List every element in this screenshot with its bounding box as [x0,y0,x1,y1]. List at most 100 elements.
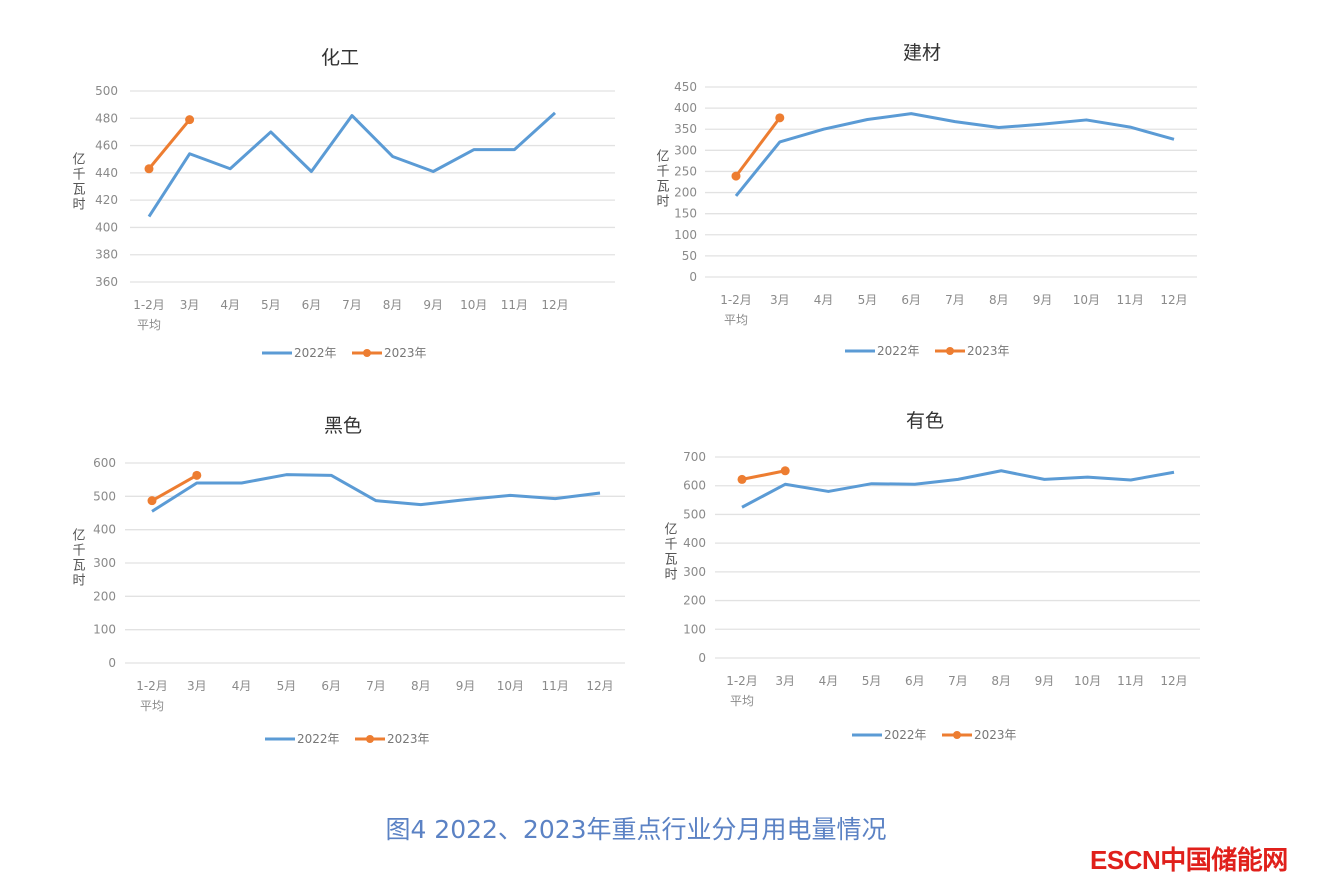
x-tick-label: 9月 [1035,674,1055,688]
x-tick-label: 7月 [948,674,968,688]
y-tick-label: 150 [674,207,697,221]
y-tick-label: 450 [674,80,697,94]
x-tick-label: 1-2月平均 [720,293,752,327]
y-tick-label: 300 [674,143,697,157]
x-tick-label: 6月 [302,298,322,312]
y-tick-label: 300 [683,565,706,579]
x-tick-label: 4月 [232,679,252,693]
legend-label: 2022年 [884,728,927,742]
x-tick-label: 8月 [989,293,1009,307]
y-axis-label: 亿千瓦时 [70,528,86,588]
legend-label: 2023年 [384,346,427,360]
y-tick-label: 600 [683,479,706,493]
x-tick-label: 1-2月平均 [726,674,758,708]
series-line-2022年 [147,111,557,218]
y-tick-label: 100 [93,623,116,637]
y-tick-label: 440 [95,166,118,180]
chart-title: 有色 [906,410,944,432]
data-point-2023 [737,474,747,484]
y-tick-label: 600 [93,456,116,470]
y-tick-label: 250 [674,164,697,178]
x-tick-label: 10月 [1073,293,1100,307]
y-tick-label: 200 [674,186,697,200]
x-tick-label: 9月 [423,298,443,312]
x-tick-label: 4月 [814,293,834,307]
x-tick-label: 5月 [277,679,297,693]
legend-label: 2022年 [294,346,337,360]
x-tick-label: 6月 [905,674,925,688]
y-tick-label: 400 [674,101,697,115]
series-line-2023年 [734,116,781,177]
x-tick-label: 3月 [180,298,200,312]
data-point-2023 [192,470,202,480]
x-tick-label: 5月 [862,674,882,688]
x-tick-label: 11月 [1117,674,1144,688]
y-axis-label: 亿千瓦时 [662,522,678,582]
chart-title: 黑色 [324,415,362,437]
x-tick-label: 12月 [586,679,613,693]
y-tick-label: 380 [95,248,118,262]
chart-title: 建材 [903,42,941,64]
chart-2: 黑色 0 100 200 300 400 500 600 亿千瓦时 1-2月平均 3月 4月 5月 6月 7… [70,415,625,746]
y-tick-label: 360 [95,275,118,289]
x-tick-label: 5月 [261,298,281,312]
logo-cn: 中国储能网 [1160,845,1288,875]
y-tick-label: 400 [95,220,118,234]
x-tick-label: 6月 [901,293,921,307]
x-tick-label: 3月 [775,674,795,688]
y-tick-label: 200 [93,589,116,603]
y-tick-label: 0 [108,656,116,670]
data-point-2023 [780,466,790,476]
x-tick-label: 5月 [858,293,878,307]
x-tick-label: 11月 [501,298,528,312]
x-tick-label: 10月 [460,298,487,312]
y-tick-label: 480 [95,111,118,125]
series-line-2022年 [741,469,1175,509]
legend-label: 2023年 [967,344,1010,358]
x-tick-label: 9月 [1033,293,1053,307]
x-tick-label: 12月 [1160,293,1187,307]
y-tick-label: 300 [93,556,116,570]
y-tick-label: 400 [93,523,116,537]
series-line-2023年 [147,118,191,170]
legend-label: 2022年 [297,732,340,746]
y-tick-label: 700 [683,450,706,464]
y-tick-label: 0 [689,270,697,284]
y-tick-label: 350 [674,122,697,136]
escn-logo: ESCN中国储能网 [1090,840,1288,877]
legend-marker [953,731,961,739]
x-tick-label: 12月 [541,298,568,312]
y-tick-label: 500 [93,489,116,503]
data-point-2023 [147,496,157,506]
x-tick-label: 12月 [1160,674,1187,688]
legend-marker [363,349,371,357]
y-tick-label: 200 [683,594,706,608]
series-line-2023年 [741,469,786,481]
x-tick-label: 10月 [1074,674,1101,688]
x-tick-label: 8月 [383,298,403,312]
chart-0: 化工 360 380 400 420 440 460 480 500 亿千瓦时 1-2月平均 3月 4月… [70,47,615,360]
legend-marker [366,735,374,743]
x-tick-label: 4月 [220,298,240,312]
series-line-2022年 [734,112,1175,197]
y-tick-label: 500 [95,84,118,98]
data-point-2023 [144,164,154,174]
x-tick-label: 7月 [945,293,965,307]
chart-1: 建材 0 50 100 150 200 250 300 350 400 450 亿千瓦时 1-2月平均 3… [654,42,1197,358]
x-tick-label: 6月 [321,679,341,693]
x-tick-label: 8月 [991,674,1011,688]
y-tick-label: 50 [682,249,697,263]
y-tick-label: 400 [683,536,706,550]
y-tick-label: 100 [683,622,706,636]
logo-latin: ESCN [1090,845,1161,875]
y-tick-label: 500 [683,507,706,521]
x-tick-label: 10月 [497,679,524,693]
x-tick-label: 7月 [366,679,386,693]
figure-caption: 图4 2022、2023年重点行业分月用电量情况 [385,815,887,844]
chart-title: 化工 [321,47,359,69]
data-point-2023 [185,115,195,125]
x-tick-label: 1-2月平均 [133,298,165,332]
y-axis-label: 亿千瓦时 [654,149,670,209]
data-point-2023 [775,113,785,123]
